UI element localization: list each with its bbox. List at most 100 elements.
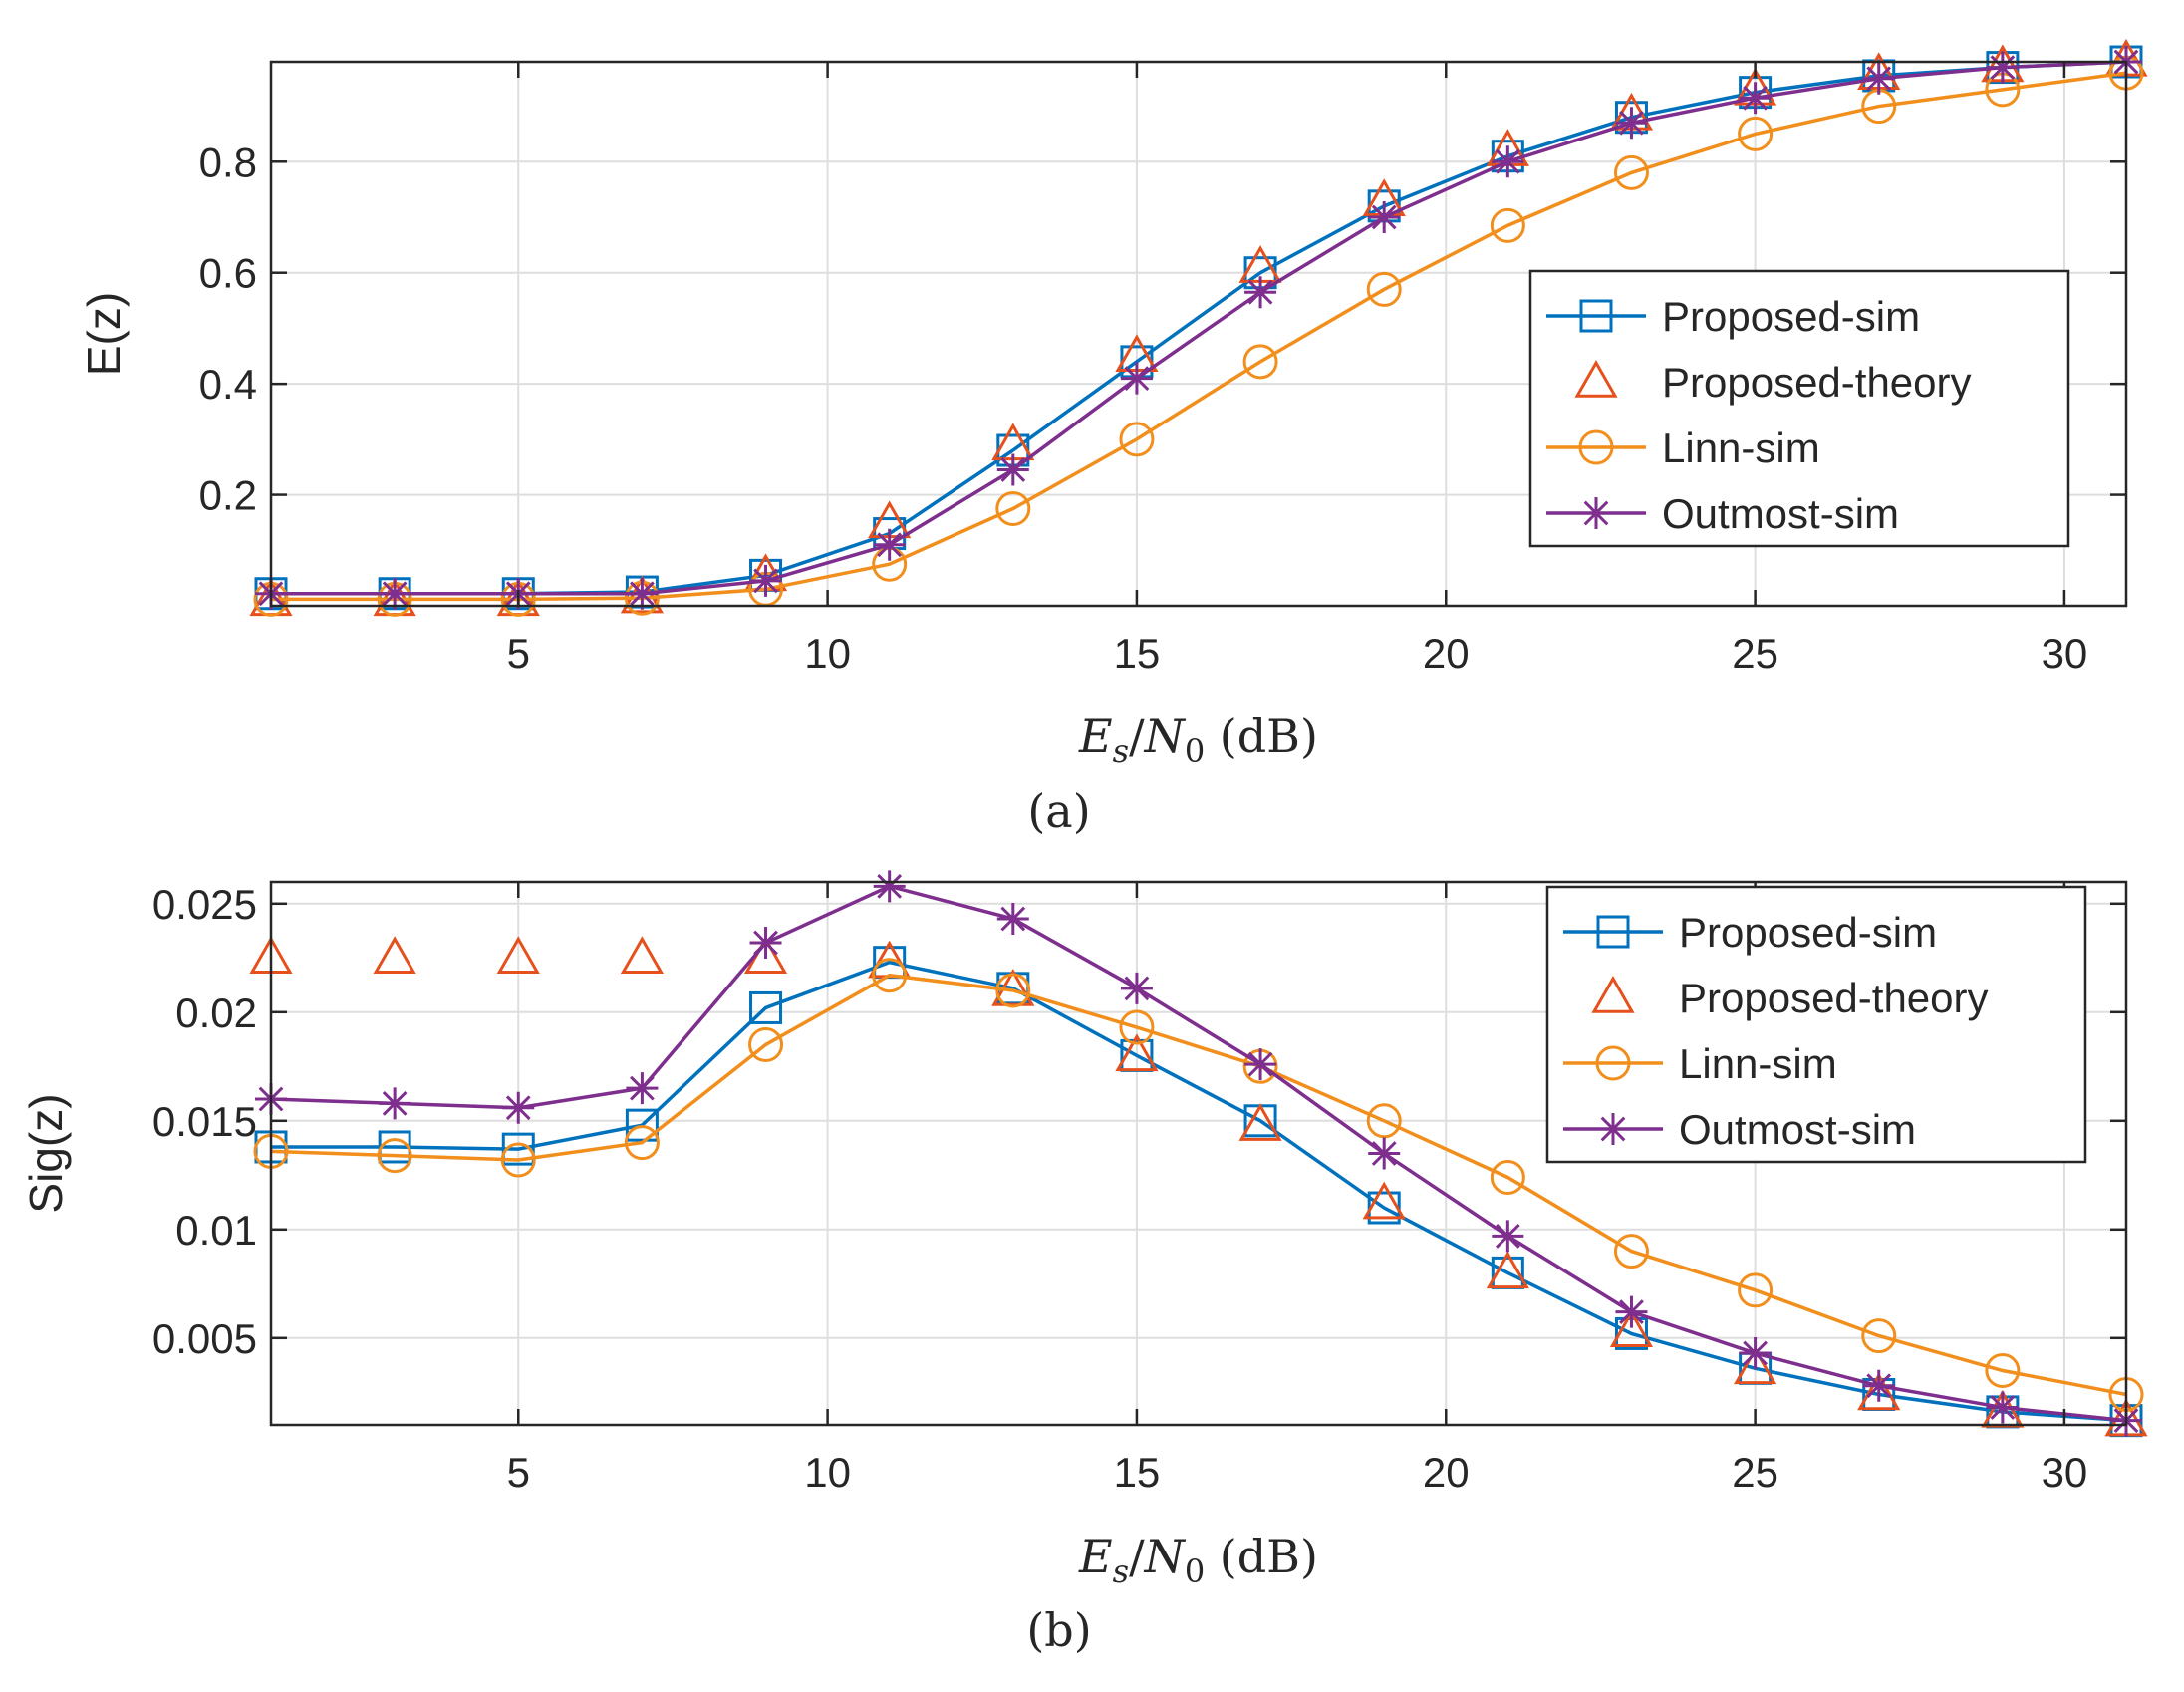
panel-b-chart: 5 10 15 20 25 30 0.005 0.01 0.015 0.02 0.025 Sig(z… xyxy=(20,870,2148,1657)
data-point xyxy=(625,1108,659,1142)
data-point xyxy=(377,1138,412,1174)
data-point xyxy=(1862,1369,1895,1402)
data-point xyxy=(995,973,1031,1008)
data-point xyxy=(1857,1372,1901,1411)
legend-item: Linn-sim xyxy=(1563,1040,1837,1087)
legend-marker xyxy=(1591,975,1635,1013)
legend-item: Proposed-sim xyxy=(1563,909,1937,956)
data-point xyxy=(1862,62,1895,95)
x-tick-label: 25 xyxy=(1732,1449,1778,1496)
data-point xyxy=(1366,271,1402,307)
x-tick-label: 30 xyxy=(2042,630,2088,677)
data-point xyxy=(1492,1220,1524,1253)
x-tick-label: 20 xyxy=(1423,630,1470,677)
x-tick-label: 10 xyxy=(804,630,851,677)
series-line xyxy=(270,884,2127,1423)
data-point xyxy=(1738,116,1774,151)
data-point xyxy=(1366,1103,1402,1139)
panel-b-y-axis-label: Sig(z) xyxy=(20,1093,72,1213)
legend-item: Proposed-sim xyxy=(1546,293,1920,340)
x-tick-label: 25 xyxy=(1732,630,1778,677)
data-point xyxy=(1613,154,1649,190)
data-point xyxy=(873,528,906,561)
legend-marker xyxy=(1596,915,1630,949)
data-point xyxy=(1861,1318,1897,1354)
data-point xyxy=(1734,1346,1777,1385)
y-tick-label: 0.2 xyxy=(199,472,257,519)
y-tick-label: 0.015 xyxy=(152,1098,257,1145)
series-line xyxy=(271,960,2127,1423)
data-point xyxy=(373,936,416,975)
panel-a-series xyxy=(249,38,2148,617)
y-tick-label: 0.8 xyxy=(199,139,257,185)
x-tick-label: 5 xyxy=(507,630,530,677)
panel-b-x-axis-label: Es/N0 (dB) xyxy=(1078,1530,1318,1590)
panel-b-axes-frame xyxy=(269,880,2128,1427)
legend-marker xyxy=(1595,1045,1631,1081)
data-point xyxy=(1615,1295,1648,1328)
y-tick-label: 0.02 xyxy=(175,989,257,1036)
data-point xyxy=(1244,1048,1277,1081)
panel-a-x-axis-label: Es/N0 (dB) xyxy=(1078,709,1318,770)
data-point xyxy=(1986,1391,2019,1424)
data-point xyxy=(1986,51,2019,84)
y-tick-label: 0.005 xyxy=(152,1315,257,1362)
panel-b-caption: (b) xyxy=(1026,1603,1091,1657)
x-tick-label: 15 xyxy=(1114,1449,1161,1496)
data-point xyxy=(748,1027,784,1062)
data-point xyxy=(1985,1353,2021,1388)
data-point xyxy=(995,491,1031,526)
data-point xyxy=(1738,1272,1774,1308)
data-point xyxy=(749,990,783,1024)
panel-a-chart: 5 10 15 20 25 300.20.40.60.8 E(z) Es/N0 (dB) … xyxy=(78,38,2148,838)
data-point xyxy=(1238,1103,1282,1141)
legend-label: Linn-sim xyxy=(1679,1040,1837,1087)
data-point xyxy=(1486,1251,1529,1289)
data-point xyxy=(996,903,1029,936)
data-point xyxy=(1119,1009,1155,1045)
data-point xyxy=(379,1087,411,1120)
x-tick-label: 30 xyxy=(2042,1449,2088,1496)
data-point xyxy=(1490,207,1525,243)
series-line xyxy=(271,60,2127,596)
legend-marker xyxy=(1597,1113,1629,1145)
y-tick-label: 0.025 xyxy=(152,881,257,928)
data-point xyxy=(626,577,659,610)
legend-label: Outmost-sim xyxy=(1662,490,1899,537)
y-tick-label: 0.01 xyxy=(175,1207,257,1254)
y-tick-label: 0.4 xyxy=(199,361,257,408)
legend-marker xyxy=(1574,359,1618,398)
legend-label: Proposed-sim xyxy=(1679,909,1937,956)
series-line xyxy=(270,973,2127,1397)
series-line xyxy=(271,71,2127,602)
y-tick-label: 0.6 xyxy=(199,250,257,297)
data-point xyxy=(1492,145,1524,178)
panel-a-y-axis-label: E(z) xyxy=(78,292,130,376)
data-point xyxy=(996,453,1029,486)
data-point xyxy=(626,1072,659,1105)
legend-label: Outmost-sim xyxy=(1679,1106,1916,1153)
legend-marker xyxy=(1578,429,1614,465)
data-point xyxy=(1368,201,1401,233)
panel-a-ticks: 5 10 15 20 25 30 0.2 0.4 0.6 0.8 xyxy=(199,62,2126,677)
data-point xyxy=(624,1125,660,1161)
data-point xyxy=(1119,422,1155,457)
data-point xyxy=(620,936,664,975)
legend-marker xyxy=(1579,299,1613,333)
data-point xyxy=(1609,1309,1654,1348)
legend-marker xyxy=(1580,497,1612,529)
data-point xyxy=(873,870,906,903)
x-tick-label: 20 xyxy=(1423,1449,1470,1496)
panel-a-axes-frame xyxy=(269,60,2128,608)
legend-item: Outmost-sim xyxy=(1563,1106,1916,1153)
data-point xyxy=(502,1091,535,1124)
data-point xyxy=(1615,107,1648,140)
data-point xyxy=(501,1132,535,1166)
panel-a-caption: (a) xyxy=(1027,784,1090,838)
data-point xyxy=(1490,1159,1525,1195)
legend-item: Linn-sim xyxy=(1546,424,1820,471)
data-point xyxy=(1362,1181,1406,1220)
data-point xyxy=(500,1142,536,1178)
data-point xyxy=(749,927,782,960)
x-tick-label: 5 xyxy=(507,1449,530,1496)
